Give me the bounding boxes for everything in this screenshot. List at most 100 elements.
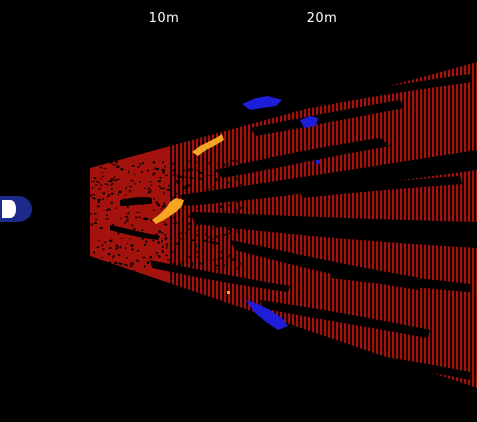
sonar-vessel-icon bbox=[0, 196, 32, 222]
speckle-dot bbox=[214, 178, 218, 181]
speckle-dot bbox=[205, 241, 209, 243]
speckle-dot bbox=[220, 250, 223, 253]
speckle-dot bbox=[120, 218, 122, 219]
speckle-dot bbox=[149, 189, 152, 191]
speckle-dot bbox=[114, 261, 118, 264]
speckle-dot bbox=[179, 237, 182, 239]
speckle-dot bbox=[179, 175, 182, 178]
speckle-dot bbox=[153, 209, 155, 211]
speckle-dot bbox=[230, 160, 232, 162]
speckle-dot bbox=[104, 183, 108, 185]
range-label-10m: 10m bbox=[148, 11, 180, 26]
speckle-dot bbox=[143, 244, 147, 246]
speckle-dot bbox=[225, 248, 227, 250]
speckle-dot bbox=[183, 188, 186, 190]
speckle-dot bbox=[125, 257, 128, 259]
speckle-dot bbox=[229, 254, 232, 257]
speckle-dot bbox=[196, 234, 198, 237]
speckle-dot bbox=[100, 177, 102, 180]
acoustic-shadows bbox=[110, 74, 477, 380]
speckle-dot bbox=[235, 258, 237, 260]
speckle-dot bbox=[228, 231, 232, 235]
speckle-dot bbox=[185, 190, 188, 193]
speckle-dot bbox=[200, 262, 202, 265]
speckle-dot bbox=[237, 231, 240, 234]
speckle-dot bbox=[169, 189, 172, 191]
speckle-dot bbox=[155, 201, 158, 204]
speckle-dot bbox=[92, 163, 94, 166]
speckle-dot bbox=[124, 216, 128, 217]
speckle-dot bbox=[189, 247, 192, 249]
speckle-dot bbox=[134, 182, 136, 185]
speckle-dot bbox=[152, 240, 155, 242]
speckle-dot bbox=[141, 171, 144, 173]
speckle-dot bbox=[137, 166, 140, 168]
speckle-dot bbox=[185, 232, 187, 235]
speckle-dot bbox=[217, 257, 221, 260]
speckle-dot bbox=[188, 223, 191, 225]
speckle-dot bbox=[194, 246, 198, 248]
speckle-dot bbox=[115, 164, 117, 166]
speckle-dot bbox=[114, 179, 118, 181]
speckle-dot bbox=[102, 175, 104, 178]
speckle-dot bbox=[217, 163, 219, 166]
speckle-dot bbox=[223, 264, 225, 267]
speckle-dot bbox=[94, 222, 97, 224]
speckle-dot bbox=[232, 160, 235, 162]
speckle-dot bbox=[101, 172, 103, 174]
speckle-dot bbox=[178, 232, 180, 234]
speckle-dot bbox=[91, 197, 95, 199]
speckle-dot bbox=[143, 217, 146, 220]
speckle-dot bbox=[118, 266, 120, 269]
speckle-dot bbox=[162, 161, 164, 164]
speckle-dot bbox=[148, 187, 150, 190]
speckle-dot bbox=[187, 169, 190, 172]
speckle-dot bbox=[195, 251, 199, 253]
speckle-dot bbox=[97, 200, 100, 204]
speckle-dot bbox=[166, 246, 168, 249]
speckle-dot bbox=[209, 240, 211, 243]
speckle-dot bbox=[184, 185, 188, 188]
speckle-dot bbox=[170, 190, 173, 192]
speckle-dot bbox=[211, 241, 215, 244]
speckle-dot bbox=[192, 239, 195, 241]
speckle-dot bbox=[160, 208, 163, 210]
speckle-dot bbox=[99, 199, 102, 201]
speckle-dot bbox=[139, 216, 141, 218]
speckle-dot bbox=[177, 176, 180, 178]
speckle-dot bbox=[153, 198, 155, 200]
speckle-dot bbox=[164, 237, 168, 240]
speckle-dot bbox=[199, 177, 202, 180]
speckle-dot bbox=[152, 173, 155, 176]
speckle-dot bbox=[168, 184, 170, 187]
speckle-dot bbox=[220, 257, 223, 259]
speckle-dot bbox=[155, 252, 158, 254]
target-returns bbox=[152, 134, 230, 294]
speckle-dot bbox=[102, 192, 106, 195]
speckle-dot bbox=[238, 262, 241, 265]
speckle-dot bbox=[105, 218, 109, 220]
speckle-dot bbox=[236, 230, 239, 233]
speckle-dot bbox=[126, 217, 129, 219]
speckle-dot bbox=[214, 226, 216, 228]
speckle-dot bbox=[157, 255, 160, 257]
speckle-dot bbox=[227, 163, 230, 165]
speckle-dot bbox=[184, 176, 188, 178]
speckle-dot bbox=[144, 217, 148, 221]
speckle-dot bbox=[118, 262, 121, 265]
speckle-dot bbox=[229, 165, 232, 167]
speckle-dot bbox=[233, 237, 236, 239]
speckle-dot bbox=[147, 191, 151, 194]
speckle-dot bbox=[138, 211, 141, 213]
speckle-dot bbox=[110, 178, 113, 180]
speckle-dot bbox=[135, 216, 138, 219]
speckle-dot bbox=[190, 177, 193, 180]
speckle-dot bbox=[118, 254, 121, 256]
speckle-dot bbox=[128, 212, 130, 214]
speckle-dot bbox=[94, 213, 97, 215]
speckle-dot bbox=[95, 181, 99, 183]
speckle-dot bbox=[125, 194, 127, 196]
speckle-dot bbox=[90, 267, 93, 269]
